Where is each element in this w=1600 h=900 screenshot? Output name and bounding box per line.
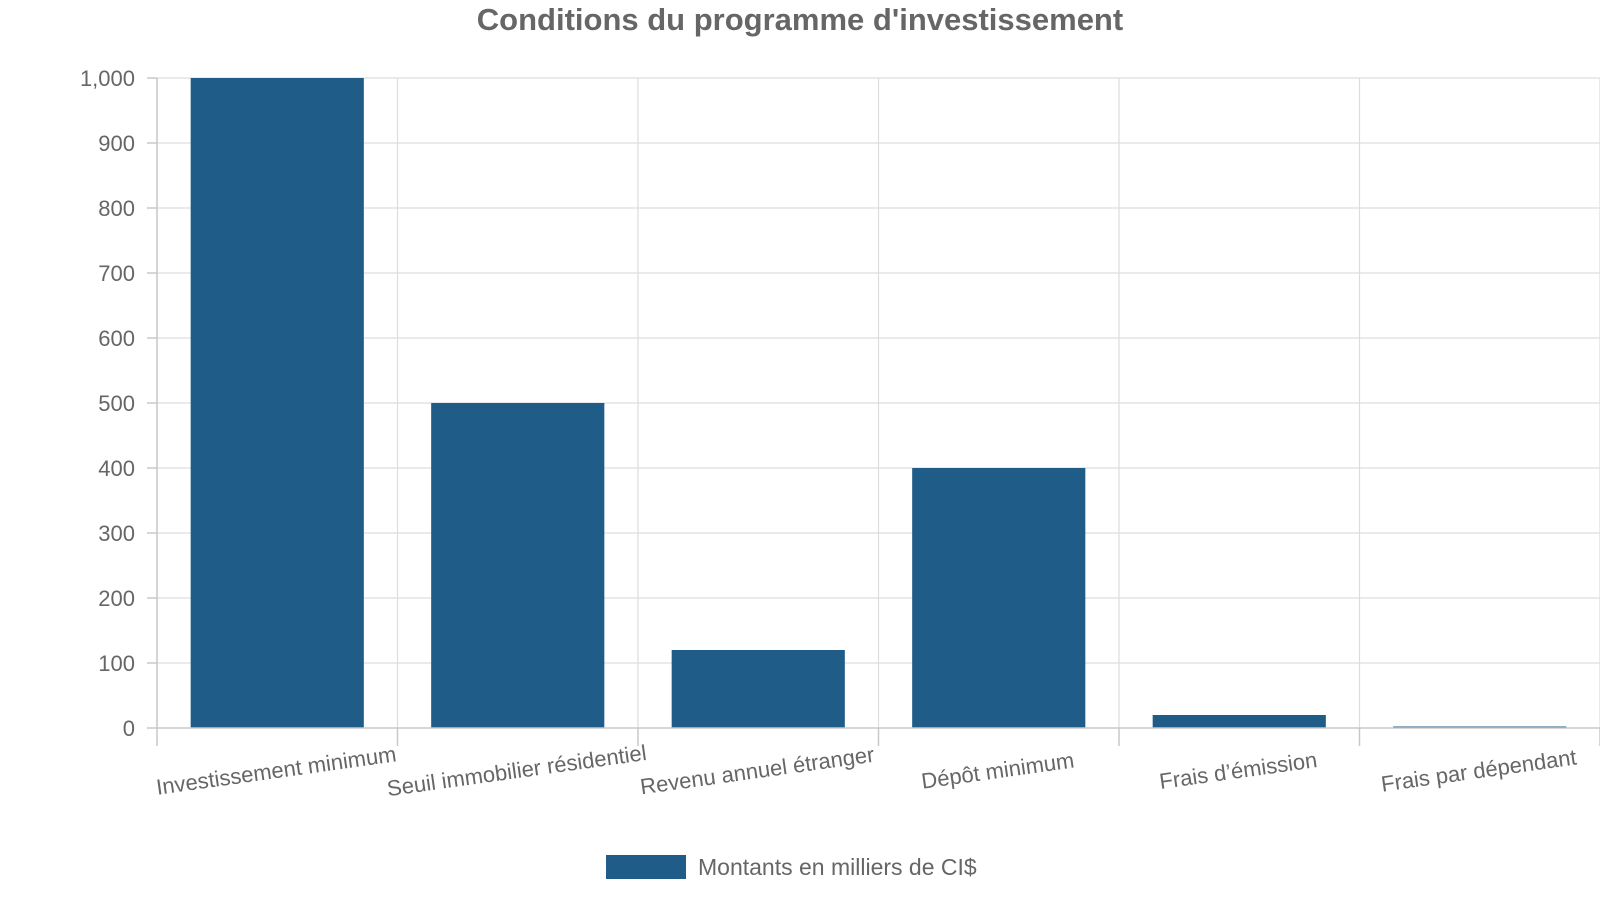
bar [671, 650, 845, 728]
y-tick-label: 1,000 [80, 66, 135, 91]
bar [431, 403, 605, 728]
bars [190, 78, 1567, 728]
bar [1152, 715, 1326, 728]
y-tick-label: 300 [98, 521, 135, 546]
x-tick-label: Seuil immobilier résidentiel [385, 740, 648, 801]
bar [912, 468, 1086, 728]
y-tick-label: 600 [98, 326, 135, 351]
legend-swatch [606, 855, 686, 879]
y-tick-label: 100 [98, 651, 135, 676]
y-tick-label: 900 [98, 131, 135, 156]
x-tick-label: Frais d’émission [1158, 747, 1319, 794]
bar [190, 78, 364, 728]
chart-title: Conditions du programme d'investissement [477, 2, 1123, 37]
x-tick-label: Dépôt minimum [920, 747, 1076, 793]
legend-label: Montants en milliers de CI$ [698, 854, 977, 880]
y-tick-label: 400 [98, 456, 135, 481]
x-tick-label: Investissement minimum [155, 741, 398, 799]
y-axis-ticks: 0 100 200 300 400 500 600 700 800 900 1,000 [80, 66, 157, 741]
y-tick-label: 500 [98, 391, 135, 416]
y-tick-label: 800 [98, 196, 135, 221]
x-tick-label: Revenu annuel étranger [639, 742, 876, 800]
y-tick-label: 700 [98, 261, 135, 286]
legend: Montants en milliers de CI$ [606, 854, 977, 880]
y-tick-label: 200 [98, 586, 135, 611]
grid [156, 77, 1600, 728]
x-tick-label: Frais par dépendant [1379, 744, 1577, 796]
y-tick-label: 0 [123, 716, 135, 741]
